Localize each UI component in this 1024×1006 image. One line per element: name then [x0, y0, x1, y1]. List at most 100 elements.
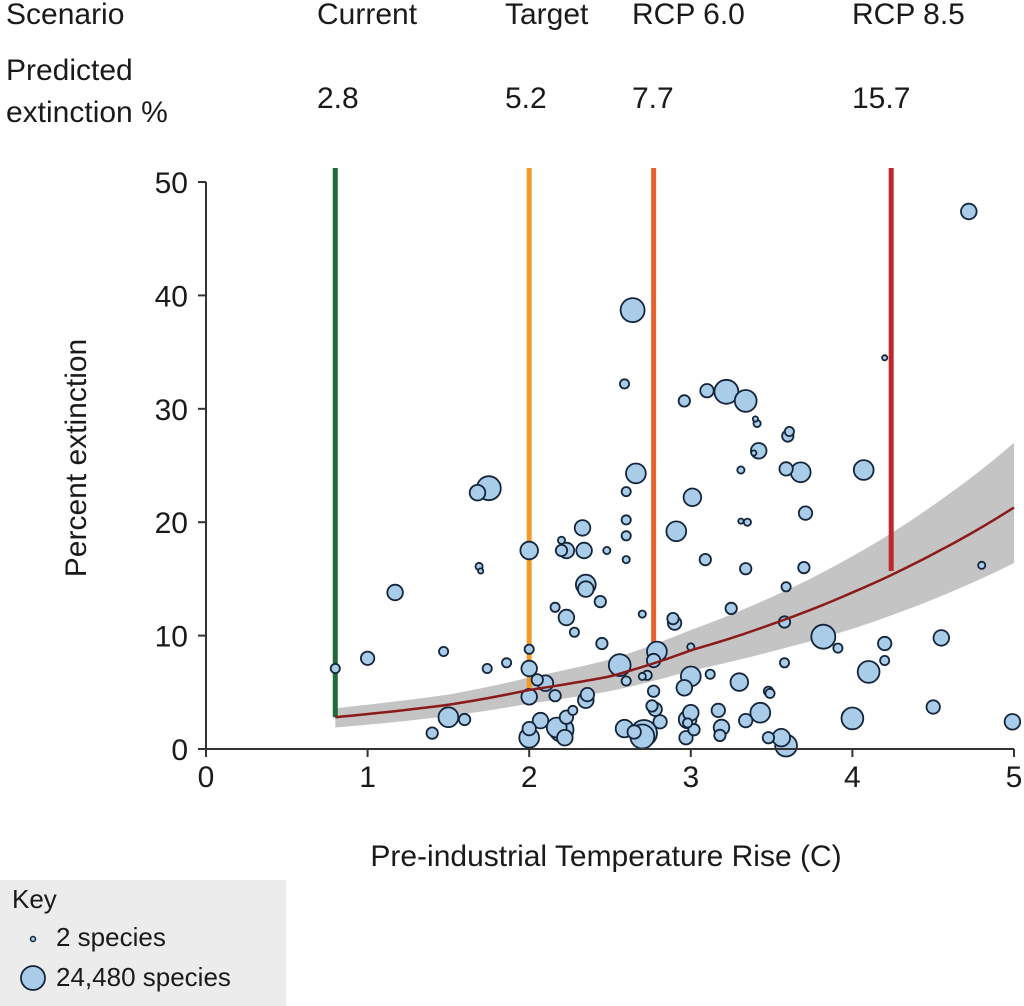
data-point [501, 657, 513, 669]
data-point [932, 629, 951, 647]
data-point [733, 389, 758, 413]
data-point [856, 660, 881, 684]
y-tick-label: 0 [171, 734, 188, 767]
scenario-name-rcp60: RCP 6.0 [632, 0, 745, 31]
fit-curve [335, 506, 1015, 719]
confidence-band [335, 442, 1014, 728]
y-axis-label: Percent extinction [60, 339, 93, 577]
data-point [682, 717, 694, 729]
predicted-label-line2: extinction % [6, 96, 168, 129]
key-symbols [20, 935, 46, 991]
data-point [778, 461, 794, 477]
data-point [573, 519, 592, 537]
data-point [977, 560, 987, 570]
data-point [620, 530, 632, 542]
data-point [832, 642, 844, 654]
data-point [602, 546, 612, 556]
data-point [736, 465, 746, 475]
data-point [761, 731, 776, 745]
scenario-name-rcp85: RCP 8.5 [852, 0, 965, 31]
data-point [840, 706, 865, 731]
key-small-bubble [29, 935, 37, 943]
data-point [771, 728, 792, 748]
key-large-label: 24,480 species [56, 962, 231, 992]
data-point [523, 643, 535, 655]
y-tick-label: 40 [155, 280, 188, 313]
data-point [960, 202, 978, 221]
data-point [425, 726, 439, 740]
data-point [386, 583, 404, 602]
data-point [729, 672, 750, 692]
x-axis-label: Pre-industrial Temperature Rise (C) [370, 840, 841, 873]
data-point [557, 608, 576, 627]
data-point [652, 714, 668, 730]
data-point [879, 655, 891, 667]
data-point [738, 712, 754, 729]
data-point [699, 383, 715, 399]
scenario-name-target: Target [505, 0, 589, 31]
data-point [665, 520, 688, 543]
data-point [554, 543, 569, 558]
y-tick-label: 30 [155, 394, 188, 427]
x-tick-label: 4 [844, 761, 861, 794]
data-point [810, 623, 837, 650]
data-point [779, 657, 791, 669]
data-point [704, 668, 716, 680]
x-tick-label: 3 [682, 761, 699, 794]
data-point [577, 580, 595, 598]
data-point [780, 581, 792, 593]
data-point [437, 706, 460, 728]
data-point [620, 514, 632, 526]
data-point [477, 567, 485, 575]
key-large-bubble [20, 965, 46, 991]
data-point [468, 484, 487, 502]
data-point [742, 517, 752, 527]
data-point [675, 679, 694, 697]
data-point [737, 517, 745, 525]
data-point [567, 704, 579, 716]
x-tick-label: 2 [521, 761, 538, 794]
scenario-label: Scenario [6, 0, 125, 31]
data-point [548, 689, 562, 703]
scenario-name-current: Current [317, 0, 418, 31]
data-point [531, 711, 550, 730]
data-point [568, 626, 580, 638]
data-point [750, 449, 758, 457]
scenario-value-target: 5.2 [505, 82, 547, 115]
data-point [619, 378, 631, 390]
data-point [607, 653, 632, 677]
data-point [620, 675, 632, 687]
data-point [521, 720, 537, 737]
scenario-value-rcp60: 7.7 [632, 82, 674, 115]
predicted-label-line1: Predicted [6, 54, 133, 87]
data-point [626, 724, 642, 740]
data-point [646, 684, 661, 698]
data-point [530, 673, 544, 687]
data-point [359, 650, 376, 666]
y-tick-label: 20 [155, 507, 188, 540]
scenario-value-current: 2.8 [317, 82, 359, 115]
data-point [637, 671, 647, 681]
data-point [881, 354, 889, 362]
data-point [595, 636, 609, 651]
x-tick-label: 1 [359, 761, 376, 794]
data-point [637, 609, 647, 619]
data-point [481, 663, 493, 675]
data-point [520, 659, 538, 678]
data-point [749, 701, 772, 724]
data-point [666, 611, 680, 626]
data-point [1003, 713, 1022, 731]
data-point [645, 699, 659, 713]
data-point [739, 562, 753, 576]
key-title: Key [12, 884, 57, 914]
data-point [677, 394, 691, 408]
data-point [925, 699, 941, 715]
data-point [713, 728, 727, 743]
data-point [797, 560, 811, 575]
data-point [620, 486, 632, 498]
data-point [625, 462, 647, 485]
y-tick-label: 10 [155, 621, 188, 654]
data-point [619, 297, 646, 324]
